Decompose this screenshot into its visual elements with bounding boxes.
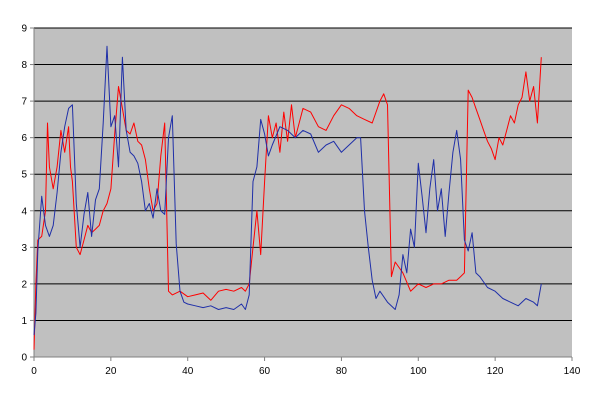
y-tick-label: 7 (21, 97, 27, 108)
y-tick-label: 4 (21, 206, 27, 217)
y-tick-label: 2 (21, 279, 27, 290)
y-tick-label: 8 (21, 60, 27, 71)
series-line-2 (33, 45, 542, 336)
x-tick-label: 60 (259, 366, 271, 377)
x-tick-label: 20 (105, 366, 117, 377)
x-axis: 0 20 40 60 80 100 120 140 (31, 356, 581, 377)
y-tick-label: 9 (21, 24, 27, 35)
x-tick-label: 80 (336, 366, 348, 377)
y-tick-label: 0 (21, 353, 27, 364)
x-tick-label: 140 (564, 366, 581, 377)
y-tick-label: 6 (21, 133, 27, 144)
grid-lines (34, 27, 572, 321)
x-tick-label: 120 (487, 366, 504, 377)
series-lines (33, 45, 542, 350)
y-tick-label: 5 (21, 170, 27, 181)
plot-area (34, 28, 572, 357)
x-tick-label: 100 (410, 366, 427, 377)
y-axis: 0 1 2 3 4 5 6 7 8 9 (21, 24, 35, 364)
y-tick-label: 3 (21, 243, 27, 254)
x-tick-label: 0 (31, 366, 37, 377)
x-tick-label: 40 (182, 366, 194, 377)
y-tick-label: 1 (21, 316, 27, 327)
